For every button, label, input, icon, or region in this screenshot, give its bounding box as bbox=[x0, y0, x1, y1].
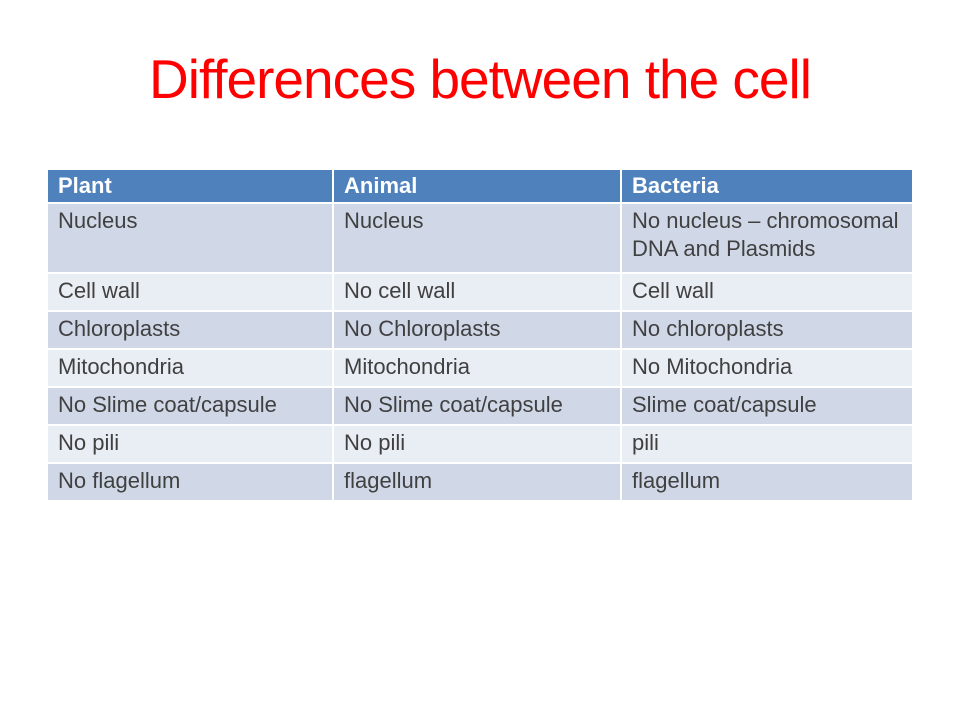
table-row: Cell wall No cell wall Cell wall bbox=[48, 274, 912, 312]
slide-title: Differences between the cell bbox=[149, 48, 812, 110]
table-cell: Chloroplasts bbox=[48, 312, 334, 350]
table-cell: No Slime coat/capsule bbox=[334, 388, 622, 426]
table-cell: No pili bbox=[334, 426, 622, 464]
table-cell: Cell wall bbox=[48, 274, 334, 312]
table-cell: Mitochondria bbox=[334, 350, 622, 388]
table-cell: Slime coat/capsule bbox=[622, 388, 912, 426]
header-cell-bacteria: Bacteria bbox=[622, 170, 912, 204]
table-cell: flagellum bbox=[622, 464, 912, 502]
table-row: No flagellum flagellum flagellum bbox=[48, 464, 912, 502]
table-cell: Mitochondria bbox=[48, 350, 334, 388]
differences-table: Plant Animal Bacteria Nucleus Nucleus No… bbox=[48, 170, 912, 502]
table-row: Nucleus Nucleus No nucleus – chromosomal… bbox=[48, 204, 912, 274]
table-row: Chloroplasts No Chloroplasts No chloropl… bbox=[48, 312, 912, 350]
table-cell: No Slime coat/capsule bbox=[48, 388, 334, 426]
table-cell: No nucleus – chromosomal DNA and Plasmid… bbox=[622, 204, 912, 274]
table-cell: Cell wall bbox=[622, 274, 912, 312]
table-cell: flagellum bbox=[334, 464, 622, 502]
table-cell: No chloroplasts bbox=[622, 312, 912, 350]
table-cell: No cell wall bbox=[334, 274, 622, 312]
table-row: Mitochondria Mitochondria No Mitochondri… bbox=[48, 350, 912, 388]
table-cell: No flagellum bbox=[48, 464, 334, 502]
header-cell-animal: Animal bbox=[334, 170, 622, 204]
header-cell-plant: Plant bbox=[48, 170, 334, 204]
table-cell: Nucleus bbox=[48, 204, 334, 274]
table-row: No Slime coat/capsule No Slime coat/caps… bbox=[48, 388, 912, 426]
table-cell: No pili bbox=[48, 426, 334, 464]
table-cell: Nucleus bbox=[334, 204, 622, 274]
table-row: No pili No pili pili bbox=[48, 426, 912, 464]
table-header-row: Plant Animal Bacteria bbox=[48, 170, 912, 204]
table-cell: No Mitochondria bbox=[622, 350, 912, 388]
table-cell: pili bbox=[622, 426, 912, 464]
table-cell: No Chloroplasts bbox=[334, 312, 622, 350]
